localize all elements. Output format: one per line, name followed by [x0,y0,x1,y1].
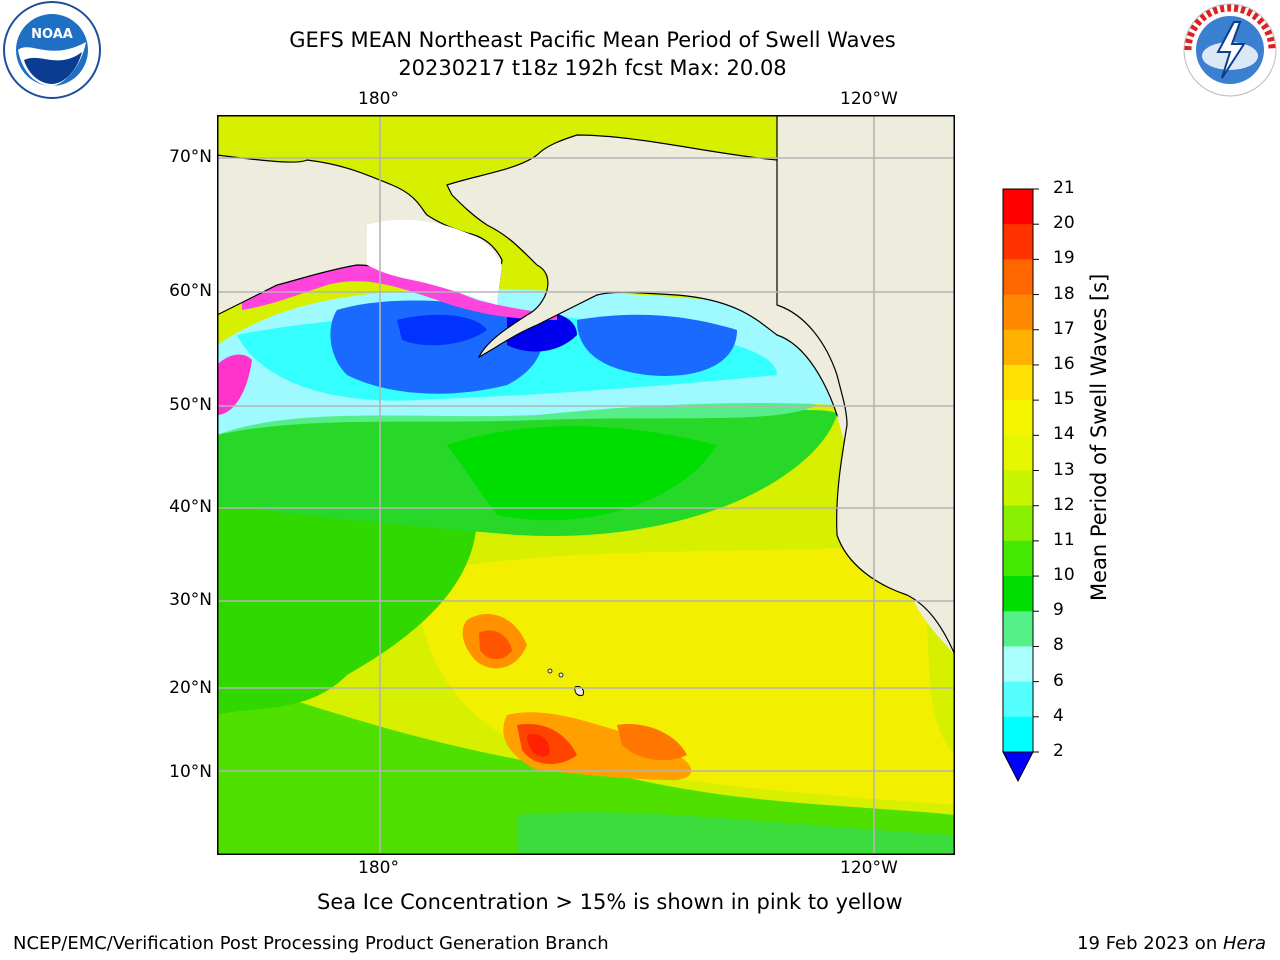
sea-ice-note: Sea Ice Concentration > 15% is shown in … [317,890,903,914]
chart-title: GEFS MEAN Northeast Pacific Mean Period … [289,28,896,52]
map-gridlines [217,115,955,855]
colorbar-segment [1003,505,1033,542]
lat-label-20n: 20°N [169,678,212,698]
colorbar-tick-label: 19 [1053,248,1075,269]
lat-label-70n: 70°N [169,147,212,167]
colorbar-tick-label: 17 [1053,318,1075,339]
lat-label-50n: 50°N [169,395,212,415]
colorbar-segment [1003,224,1033,260]
colorbar-tick-label: 8 [1053,635,1064,656]
colorbar-segment [1003,611,1033,647]
swell-period-map [217,115,955,855]
lat-label-30n: 30°N [169,590,212,610]
footer-credit: NCEP/EMC/Verification Post Processing Pr… [13,933,609,954]
map-frame [217,115,955,855]
colorbar-segment [1003,294,1033,331]
bottom-lon-label-180: 180° [358,858,399,878]
colorbar-tick-label: 21 [1053,178,1075,198]
colorbar-segment [1003,364,1033,401]
colorbar-tick-label: 14 [1053,424,1075,445]
colorbar-segment [1003,470,1033,507]
western-green-area [217,491,477,715]
colorbar-label: Mean Period of Swell Waves [s] [1087,273,1111,601]
colorbar-segment [1003,259,1033,296]
colorbar-tick-label: 4 [1053,705,1064,726]
colorbar-tick-label: 2 [1053,741,1064,761]
sea-ice-west [217,354,252,415]
footer-host: Hera [1222,933,1266,954]
colorbar-tick-label: 6 [1053,670,1064,691]
top-lon-label-120w: 120°W [840,89,898,109]
lat-label-40n: 40°N [169,497,212,517]
colorbar-segment [1003,435,1033,471]
colorbar-tick-label: 11 [1053,529,1075,550]
colorbar-tick-label: 18 [1053,283,1075,304]
lat-label-10n: 10°N [169,762,212,782]
blue-core-west [330,300,543,394]
noaa-logo: NOAA [3,1,101,99]
lat-label-60n: 60°N [169,281,212,301]
bottom-lon-label-120w: 120°W [840,858,898,878]
colorbar-segment [1003,189,1033,225]
north-america-land [776,115,955,656]
colorbar-tick-label: 20 [1053,213,1075,234]
colorbar-tick-label: 9 [1053,600,1064,621]
blue-core-gulf [577,314,737,376]
colorbar-segment [1003,329,1033,366]
nws-logo [1183,3,1277,97]
colorbar-segment [1003,646,1033,683]
colorbar-tick-label: 12 [1053,494,1075,515]
noaa-logo-text: NOAA [31,27,73,42]
colorbar-segment [1003,576,1033,612]
colorbar-tick-label: 16 [1053,353,1075,374]
colorbar-segment [1003,540,1033,577]
colorbar [1002,188,1039,783]
footer-date-text: 19 Feb 2023 on [1077,933,1223,954]
colorbar-segment [1003,716,1033,753]
colorbar-extend-triangle [1002,751,1034,783]
colorbar-tick-label: 13 [1053,459,1075,480]
southern-green-band [217,675,955,855]
colorbar-tick-label: 15 [1053,389,1075,410]
colorbar-tick-label: 10 [1053,565,1075,586]
colorbar-segment [1003,681,1033,718]
footer-date: 19 Feb 2023 on Hera [1077,933,1266,954]
sea-ice-edge [242,264,557,320]
bering-ice-area [367,219,502,305]
colorbar-segment [1003,400,1033,436]
top-lon-label-180: 180° [358,89,399,109]
chart-subtitle: 20230217 t18z 192h fcst Max: 20.08 [398,56,787,80]
